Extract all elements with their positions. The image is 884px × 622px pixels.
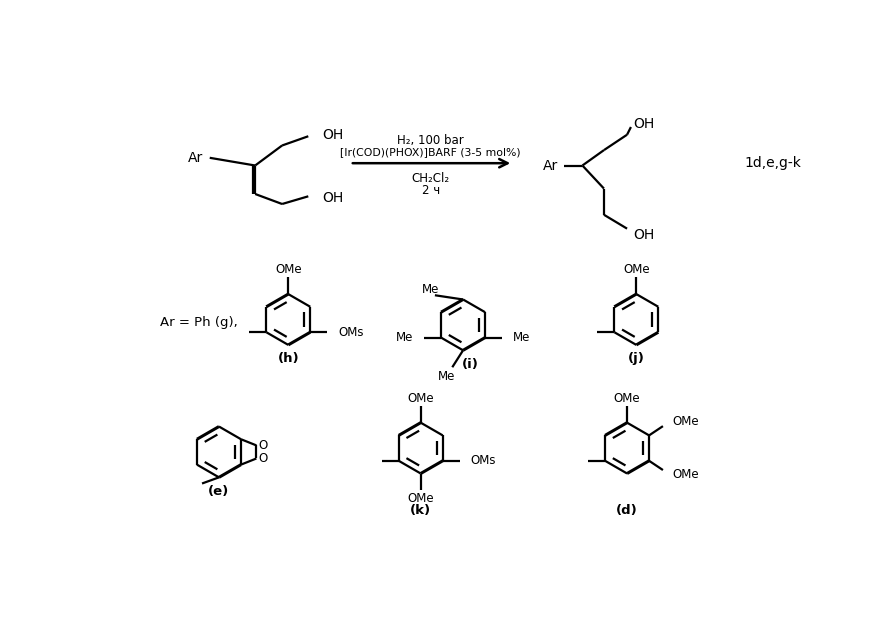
Text: Me: Me	[396, 331, 414, 344]
Text: [Ir(COD)(PHOX)]BARF (3-5 mol%): [Ir(COD)(PHOX)]BARF (3-5 mol%)	[340, 147, 521, 157]
Text: OMe: OMe	[408, 391, 434, 404]
Text: (i): (i)	[462, 358, 479, 371]
Text: O: O	[258, 452, 267, 465]
Text: 1d,e,g-k: 1d,e,g-k	[744, 156, 801, 170]
Text: OMs: OMs	[338, 326, 363, 339]
Text: OMe: OMe	[623, 263, 650, 276]
Text: CH₂Cl₂: CH₂Cl₂	[412, 172, 450, 185]
Text: Ar: Ar	[543, 159, 558, 172]
Text: OH: OH	[633, 117, 654, 131]
Text: (j): (j)	[628, 352, 644, 365]
Text: (h): (h)	[278, 352, 299, 365]
Text: OMe: OMe	[275, 263, 301, 276]
Text: Ar = Ph (g),: Ar = Ph (g),	[161, 316, 238, 329]
Text: Me: Me	[513, 331, 530, 344]
Text: OMe: OMe	[408, 491, 434, 504]
Text: 2 ч: 2 ч	[422, 183, 440, 197]
Text: OMe: OMe	[672, 468, 698, 481]
Text: OH: OH	[633, 228, 654, 242]
Text: Me: Me	[422, 282, 439, 295]
Text: OMe: OMe	[613, 391, 640, 404]
Text: (k): (k)	[410, 504, 431, 517]
Text: (e): (e)	[209, 485, 230, 498]
Text: O: O	[258, 439, 267, 452]
Text: OMe: OMe	[672, 415, 698, 428]
Text: Me: Me	[438, 370, 454, 383]
Text: H₂, 100 bar: H₂, 100 bar	[397, 134, 464, 147]
Text: OH: OH	[322, 128, 343, 142]
Text: OMs: OMs	[470, 454, 496, 467]
Text: Ar: Ar	[188, 151, 203, 165]
Text: OH: OH	[322, 191, 343, 205]
Text: (d): (d)	[616, 504, 638, 517]
